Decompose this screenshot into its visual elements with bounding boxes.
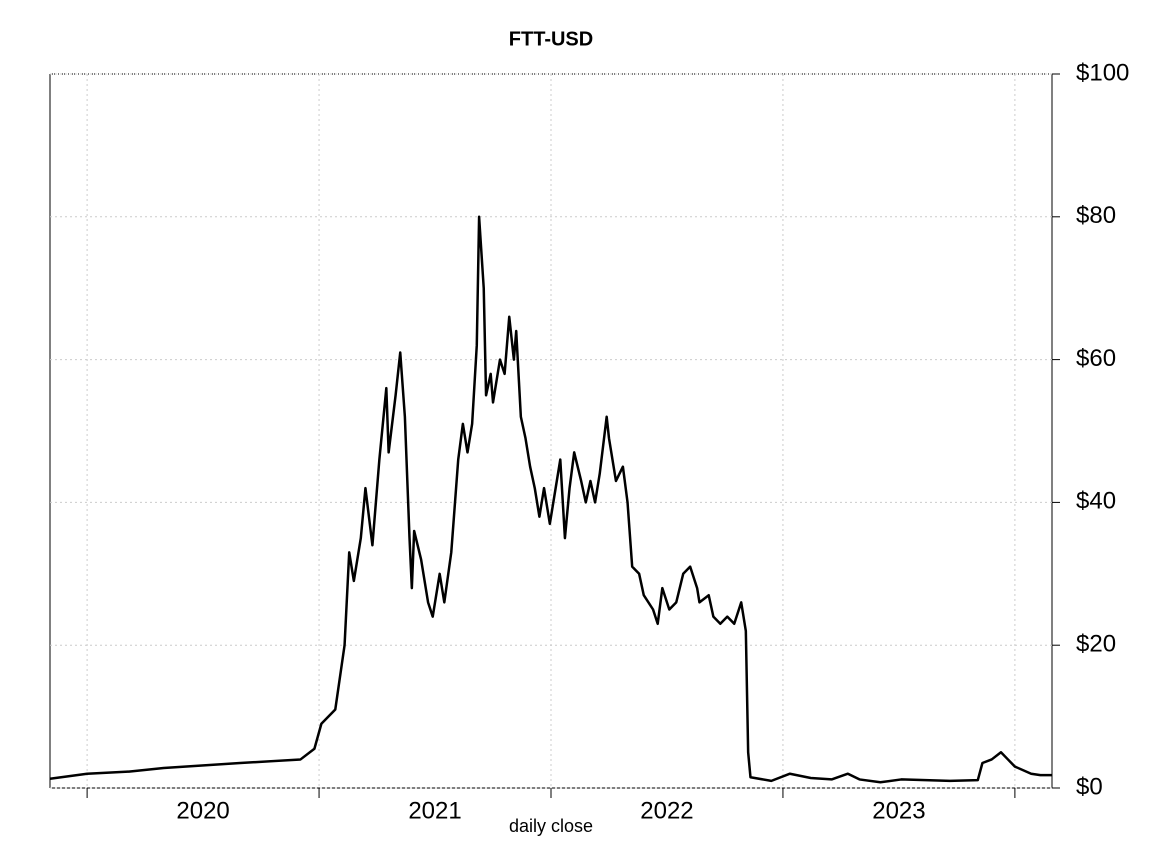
x-tick-label: 2022: [640, 797, 693, 824]
x-axis-label: daily close: [509, 816, 593, 836]
y-tick-label: $40: [1076, 488, 1116, 515]
y-tick-label: $60: [1076, 345, 1116, 372]
x-tick-label: 2023: [872, 797, 925, 824]
y-tick-label: $0: [1076, 773, 1103, 800]
chart-title: FTT-USD: [509, 28, 593, 50]
price-line: [49, 215, 1052, 784]
y-tick-label: $20: [1076, 631, 1116, 658]
y-tick-label: $80: [1076, 202, 1116, 229]
x-tick-label: 2020: [176, 797, 229, 824]
x-tick-label: 2021: [408, 797, 461, 824]
y-tick-label: $100: [1076, 59, 1129, 86]
